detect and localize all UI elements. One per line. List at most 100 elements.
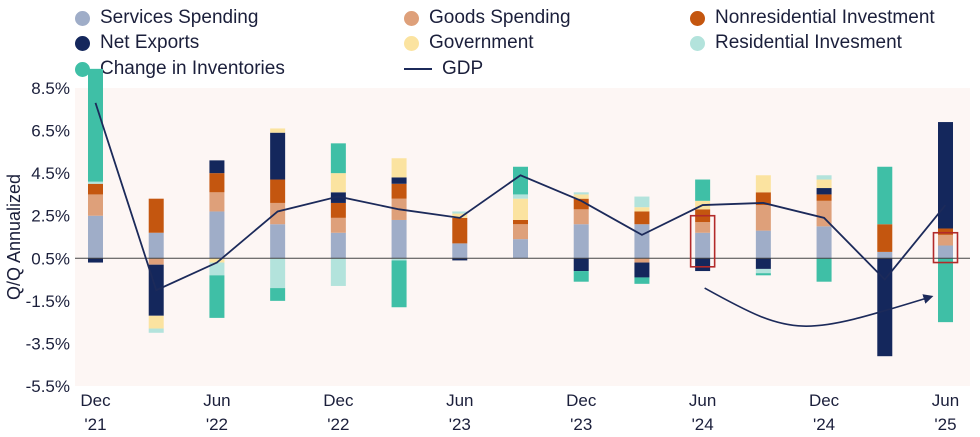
y-tick-label: -5.5% xyxy=(26,377,70,396)
bar-segment xyxy=(209,275,225,318)
legend-item-nonresidential: Nonresidential Investment xyxy=(690,7,935,29)
annotation-arrow-icon xyxy=(704,287,934,327)
inventories-swatch-icon xyxy=(75,61,90,77)
bar-segment xyxy=(513,224,528,240)
x-tick-label: Dec xyxy=(809,391,840,410)
bar-segment xyxy=(816,194,832,201)
bar-segment xyxy=(573,194,589,199)
bar-segment xyxy=(391,177,407,184)
highlight-box xyxy=(689,214,716,268)
bar-segment xyxy=(88,194,103,216)
highlight-box xyxy=(932,231,959,264)
y-tick-label: -3.5% xyxy=(26,334,70,353)
bar-segment xyxy=(938,228,953,235)
bar-segment xyxy=(209,173,225,193)
x-tick-label: Jun xyxy=(203,391,230,410)
bar-segment xyxy=(513,166,528,195)
bar-segment xyxy=(209,262,225,276)
bar-segment xyxy=(330,217,346,233)
bar-segment xyxy=(452,213,468,218)
legend-item-inventories: Change in Inventories xyxy=(75,58,285,80)
bar-segment xyxy=(88,68,103,182)
bar-segment xyxy=(330,173,346,193)
bar-segment xyxy=(330,143,346,174)
bar-segment xyxy=(938,245,953,259)
x-tick-year-label: '24 xyxy=(692,415,714,434)
bar-segment xyxy=(755,273,771,276)
bar-segment xyxy=(330,232,346,259)
bar-segment xyxy=(695,179,711,201)
bar-segment xyxy=(634,258,650,263)
bar-segment xyxy=(755,192,771,206)
y-axis: 8.5% 6.5% 4.5% 2.5% 0.5% -1.5% -3.5% -5.5% xyxy=(26,79,70,396)
bar-segment xyxy=(270,258,286,289)
bar-segment xyxy=(755,175,771,193)
x-tick-label: Dec xyxy=(80,391,111,410)
x-tick-year-label: '24 xyxy=(813,415,835,434)
bar-segment xyxy=(270,224,286,259)
y-tick-label: 4.5% xyxy=(31,164,70,183)
bar-segment xyxy=(573,224,589,259)
bar-segment xyxy=(330,202,346,218)
x-tick-label: Jun xyxy=(446,391,473,410)
bar-segment xyxy=(391,158,407,178)
bar-segment xyxy=(938,258,953,323)
x-axis: Dec '21 Jun '22 Dec '22 Jun '23 Dec '23 Jun '24 Dec '… xyxy=(80,391,959,434)
bar-segment xyxy=(270,132,286,180)
bar-segment xyxy=(513,194,528,199)
legend-label-inventories: Change in Inventories xyxy=(100,58,285,79)
bar-segment xyxy=(88,183,103,195)
legend-item-services: Services Spending xyxy=(75,7,258,29)
residential-swatch-icon xyxy=(690,35,705,51)
goods-swatch-icon xyxy=(404,10,419,26)
bar-segment xyxy=(695,222,711,233)
bar-segment xyxy=(695,232,711,259)
bar-segment xyxy=(755,268,771,274)
bar-segment xyxy=(755,230,771,259)
legend-label-services: Services Spending xyxy=(100,7,259,28)
bar-segment xyxy=(634,211,650,225)
bar-segment xyxy=(816,175,832,180)
y-tick-label: 8.5% xyxy=(31,79,70,98)
bar-segment xyxy=(513,198,528,220)
x-tick-year-label: '21 xyxy=(84,415,106,434)
bar-segment xyxy=(938,122,953,229)
bar-segment xyxy=(391,183,407,199)
x-tick-year-label: '23 xyxy=(570,415,592,434)
bar-segment xyxy=(148,198,164,233)
x-tick-year-label: '22 xyxy=(206,415,228,434)
x-tick-year-label: '25 xyxy=(934,415,956,434)
bar-segment xyxy=(391,258,407,261)
bar-segment xyxy=(209,192,225,212)
bar-segment xyxy=(573,271,589,282)
bar-segment xyxy=(148,328,164,333)
bar-segment xyxy=(816,200,832,227)
bar-segment xyxy=(148,315,164,329)
bar-segment xyxy=(573,209,589,225)
legend-label-goods: Goods Spending xyxy=(429,7,571,28)
bar-segment xyxy=(209,211,225,259)
bar-segment xyxy=(634,262,650,278)
x-tick-label: Jun xyxy=(689,391,716,410)
y-tick-label: 2.5% xyxy=(31,207,70,226)
y-tick-label: 6.5% xyxy=(31,122,70,141)
legend-item-residential: Residential Invesment xyxy=(690,32,902,54)
bar-segment xyxy=(391,260,407,308)
bar-segment xyxy=(452,217,468,244)
bar-segment xyxy=(330,192,346,203)
bar-segment xyxy=(148,258,164,265)
gdp-line-swatch-icon xyxy=(404,68,432,70)
bar-segment xyxy=(634,196,650,208)
services-swatch-icon xyxy=(75,10,90,26)
legend-label-government: Government xyxy=(429,32,534,53)
bar-segment xyxy=(877,258,893,357)
government-swatch-icon xyxy=(404,35,419,51)
bar-segment xyxy=(816,179,832,189)
bar-segment xyxy=(695,258,711,272)
bar-segment xyxy=(452,258,468,261)
bar-segment xyxy=(209,258,225,263)
bar-segment xyxy=(877,166,893,225)
bar-segment xyxy=(573,192,589,195)
y-tick-label: 0.5% xyxy=(31,249,70,268)
legend-item-gdp: GDP xyxy=(404,58,483,80)
